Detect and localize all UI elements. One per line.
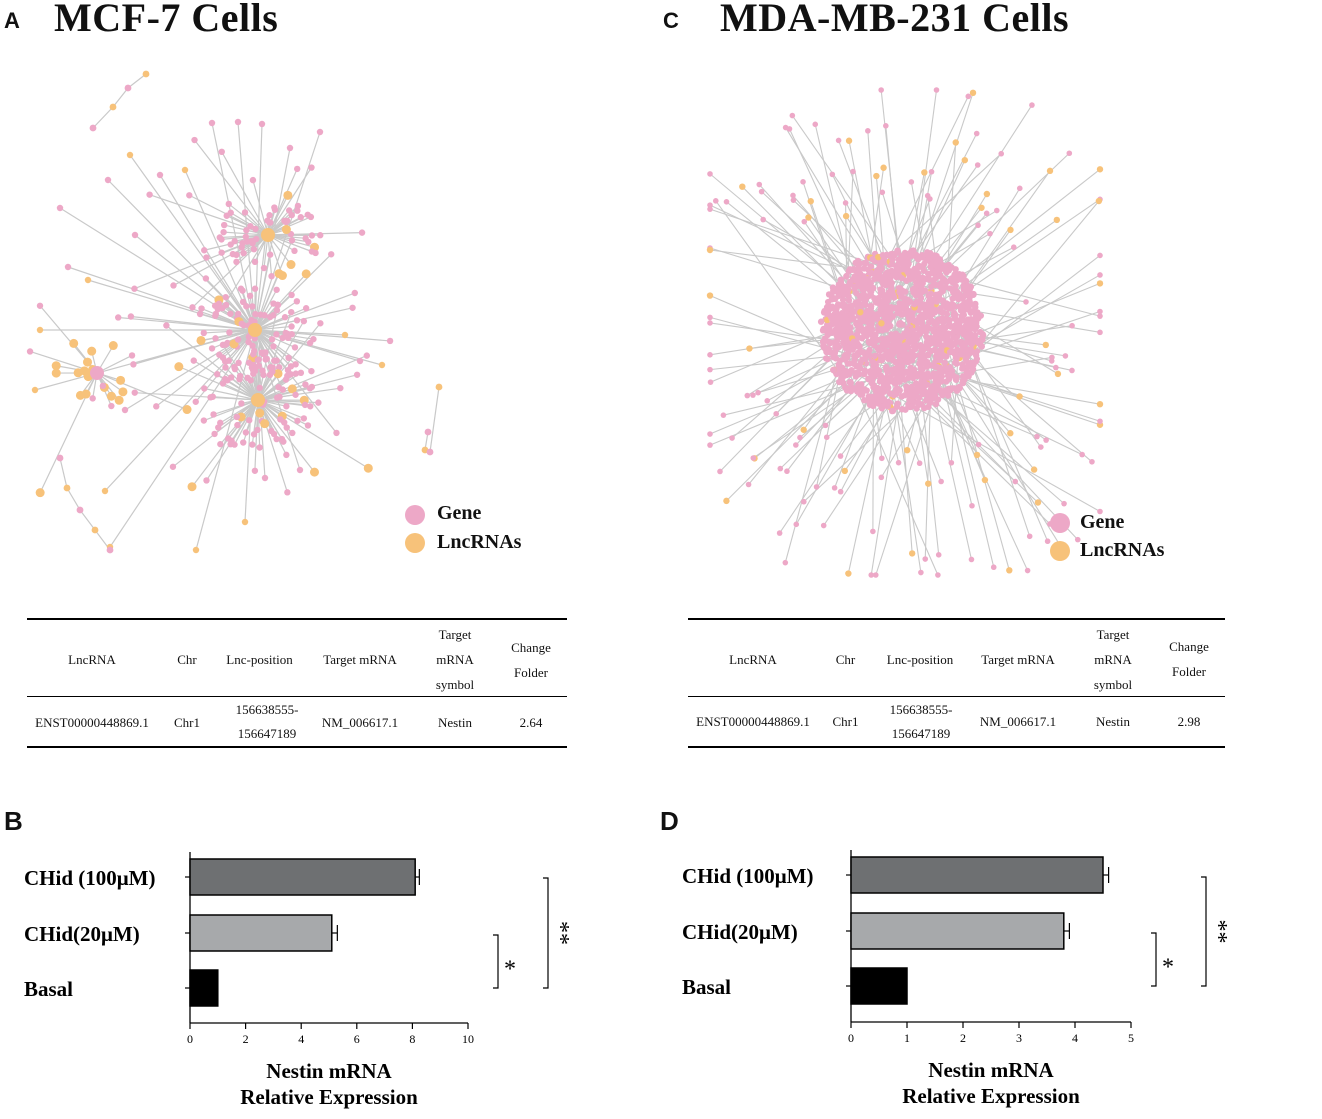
bar <box>189 858 416 896</box>
header-symbol-3: symbol <box>435 677 475 692</box>
cell-change: 2.64 <box>519 715 543 730</box>
cell-position-1: 156638555- <box>235 702 299 717</box>
cell-symbol: Nestin <box>1096 714 1130 729</box>
category-label: Basal <box>682 975 731 999</box>
header-symbol-3: symbol <box>1093 677 1133 692</box>
cell-symbol: Nestin <box>438 715 472 730</box>
significance-label: ** <box>1205 920 1231 944</box>
legend-gene-dot <box>1050 513 1070 533</box>
category-label: Basal <box>24 977 73 1001</box>
header-lnc-position: Lnc-position <box>886 652 954 667</box>
header-chr: Chr <box>835 652 856 667</box>
panel-c-title: MDA-MB-231 Cells <box>720 0 1070 40</box>
x-axis-title-2: Relative Expression <box>902 1084 1080 1108</box>
table-a: LncRNA Chr Lnc-position Target mRNA Targ… <box>27 618 567 750</box>
bar <box>850 856 1104 894</box>
cell-target-mrna: NM_006617.1 <box>321 715 399 730</box>
header-symbol-1: Target <box>1096 627 1130 642</box>
significance-bracket <box>1151 932 1157 987</box>
header-symbol-2: mRNA <box>1094 652 1132 667</box>
x-tick-label: 10 <box>462 1032 474 1046</box>
cell-chr: Chr1 <box>832 714 859 729</box>
x-tick-label: 0 <box>187 1032 193 1046</box>
x-tick-label: 2 <box>960 1031 966 1045</box>
legend-a: Gene LncRNAs <box>405 500 565 560</box>
legend-lncrna-label: LncRNAs <box>1080 539 1165 561</box>
cell-position-1: 156638555- <box>889 702 953 717</box>
significance-label: * <box>504 957 516 983</box>
legend-gene-label: Gene <box>437 502 482 524</box>
x-tick-label: 5 <box>1128 1031 1134 1045</box>
header-change-2: Folder <box>1172 664 1206 679</box>
significance-bracket <box>1201 876 1207 987</box>
category-label: CHid(20μM) <box>682 920 798 944</box>
category-label: CHid (100μM) <box>682 864 813 888</box>
significance-bracket <box>493 934 499 989</box>
x-tick-label: 4 <box>298 1032 304 1046</box>
network-edges <box>29 73 440 551</box>
header-change-1: Change <box>511 640 551 655</box>
panel-letter-a: A <box>4 8 20 33</box>
header-change-1: Change <box>1169 639 1209 654</box>
x-tick-label: 3 <box>1016 1031 1022 1045</box>
cell-target-mrna: NM_006617.1 <box>979 714 1057 729</box>
cell-lncrna: ENST00000448869.1 <box>35 715 149 730</box>
bar <box>850 912 1065 950</box>
legend-lncrna-dot <box>405 533 425 553</box>
table-c: LncRNA Chr Lnc-position Target mRNA Targ… <box>688 618 1225 750</box>
header-chr: Chr <box>177 652 197 667</box>
header-change-2: Folder <box>514 665 548 680</box>
header-lncrna: LncRNA <box>729 652 777 667</box>
panel-a-title: MCF-7 Cells <box>54 0 279 40</box>
legend-c: Gene LncRNAs <box>1050 510 1210 570</box>
header-lncrna: LncRNA <box>68 652 116 667</box>
x-tick-label: 2 <box>243 1032 249 1046</box>
cell-position-2: 156647189 <box>237 726 297 741</box>
network-nodes <box>706 87 1104 578</box>
panel-letter-b: B <box>4 806 23 836</box>
x-axis-title-2: Relative Expression <box>240 1085 418 1109</box>
header-symbol-1: Target <box>438 627 472 642</box>
x-tick-label: 1 <box>904 1031 910 1045</box>
category-label: CHid (100μM) <box>24 866 155 890</box>
x-axis-title-1: Nestin mRNA <box>266 1059 392 1083</box>
header-lnc-position: Lnc-position <box>226 652 293 667</box>
legend-gene-label: Gene <box>1080 511 1125 533</box>
legend-gene-dot <box>405 505 425 525</box>
legend-lncrna-dot <box>1050 541 1070 561</box>
header-symbol-2: mRNA <box>436 652 474 667</box>
network-nodes <box>26 70 443 554</box>
category-label: CHid(20μM) <box>24 922 140 946</box>
legend-lncrna-label: LncRNAs <box>437 531 522 553</box>
panel-letter-d: D <box>660 806 679 836</box>
network-graph-mda <box>706 87 1104 578</box>
x-tick-label: 0 <box>848 1031 854 1045</box>
x-tick-label: 6 <box>354 1032 360 1046</box>
bar <box>189 969 219 1007</box>
significance-label: * <box>1162 955 1174 981</box>
x-tick-label: 4 <box>1072 1031 1078 1045</box>
bar <box>850 967 908 1005</box>
bar-chart-b: 0 2 4 6 8 10 CHid (100μM) CHid(20μM) Basal Nestin… <box>24 852 573 1109</box>
bar <box>189 914 333 952</box>
x-tick-label: 8 <box>409 1032 415 1046</box>
header-target-mrna: Target mRNA <box>323 652 397 667</box>
header-target-mrna: Target mRNA <box>981 652 1055 667</box>
cell-lncrna: ENST00000448869.1 <box>696 714 810 729</box>
significance-bracket <box>543 877 549 989</box>
significance-label: ** <box>547 921 573 945</box>
bar-chart-d: 0 1 2 3 4 5 CHid (100μM) CHid(20μM) Basal Nestin … <box>682 850 1231 1108</box>
cell-chr: Chr1 <box>174 715 200 730</box>
x-axis-title-1: Nestin mRNA <box>928 1058 1054 1082</box>
cell-position-2: 156647189 <box>891 726 951 741</box>
network-graph-mcf7 <box>26 70 443 554</box>
panel-letter-c: C <box>663 8 679 33</box>
cell-change: 2.98 <box>1177 714 1201 729</box>
